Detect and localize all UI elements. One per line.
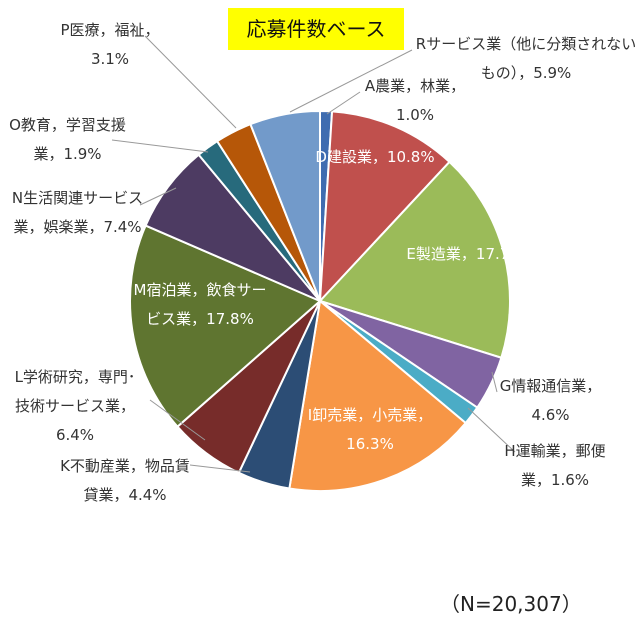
label-value: 6.4% — [55, 426, 95, 444]
leader-line — [189, 464, 251, 473]
data-label: E製造業，17.7% — [400, 240, 530, 269]
label-value: 1.6% — [550, 471, 590, 489]
label-category: A農業，林業， — [364, 77, 466, 95]
slices — [129, 109, 511, 492]
leader-lines — [111, 35, 516, 473]
label-category: K不動産業，物品賃貸業， — [60, 457, 190, 504]
label-category: L学術研究，専門･技術サービス業， — [14, 368, 136, 415]
label-category: Rサービス業（他に分類されないもの）， — [415, 35, 637, 82]
data-label: Rサービス業（他に分類されないもの），5.9% — [415, 30, 637, 88]
leader-line — [491, 371, 498, 393]
pie-slice — [249, 109, 321, 302]
label-value: 5.9% — [533, 64, 572, 82]
label-category: E製造業， — [406, 245, 476, 263]
label-value: 1.9% — [63, 145, 102, 163]
data-label: N生活関連サービス業，娯楽業，7.4% — [10, 184, 145, 242]
label-category: P医療，福祉， — [60, 21, 160, 39]
label-value: 17.7% — [475, 245, 524, 263]
leader-line — [111, 139, 209, 153]
pie-slice — [318, 160, 511, 360]
label-category: M宿泊業，飲食サービス業， — [133, 281, 267, 328]
label-value: 17.8% — [206, 310, 254, 328]
label-category: N生活関連サービス業，娯楽業， — [11, 189, 144, 236]
label-category: G情報通信業， — [499, 377, 602, 395]
data-label: I卸売業，小売業， 16.3% — [305, 401, 435, 459]
leader-line — [289, 49, 413, 113]
label-value: 7.4% — [103, 218, 142, 236]
leader-line — [467, 407, 516, 453]
label-category: H運輸業，郵便業， — [504, 442, 606, 489]
data-label: L学術研究，専門･技術サービス業， 6.4% — [10, 363, 140, 450]
data-label: H運輸業，郵便業，1.6% — [500, 437, 610, 495]
label-value: 4.6% — [531, 406, 570, 424]
data-label: K不動産業，物品賃貸業，4.4% — [60, 452, 190, 510]
label-value: 4.4% — [128, 486, 167, 504]
data-label: P医療，福祉， 3.1% — [50, 16, 170, 74]
note: （N=20,307） — [440, 592, 582, 616]
data-label: O教育，学習支援業，1.9% — [5, 111, 130, 169]
data-label: D建設業，10.8% — [310, 143, 440, 172]
leader-line — [149, 399, 206, 441]
label-value: 1.0% — [395, 106, 435, 124]
chart-title: 応募件数ベース — [228, 8, 404, 50]
leader-line — [326, 91, 361, 115]
pie-slice — [318, 110, 451, 304]
data-label: M宿泊業，飲食サービス業，17.8% — [130, 276, 270, 334]
pie-slice — [288, 299, 468, 492]
label-value: 3.1% — [90, 50, 130, 68]
data-label: A農業，林業， 1.0% — [355, 72, 475, 130]
leader-line — [144, 35, 237, 129]
data-label: G情報通信業， 4.6% — [488, 372, 613, 430]
label-category: D建設業， — [315, 148, 387, 166]
label-value: 10.8% — [386, 148, 435, 166]
leader-line — [139, 187, 177, 206]
label-category: O教育，学習支援業， — [9, 116, 126, 163]
label-category: I卸売業，小売業， — [307, 406, 433, 424]
label-value: 16.3% — [346, 435, 394, 453]
